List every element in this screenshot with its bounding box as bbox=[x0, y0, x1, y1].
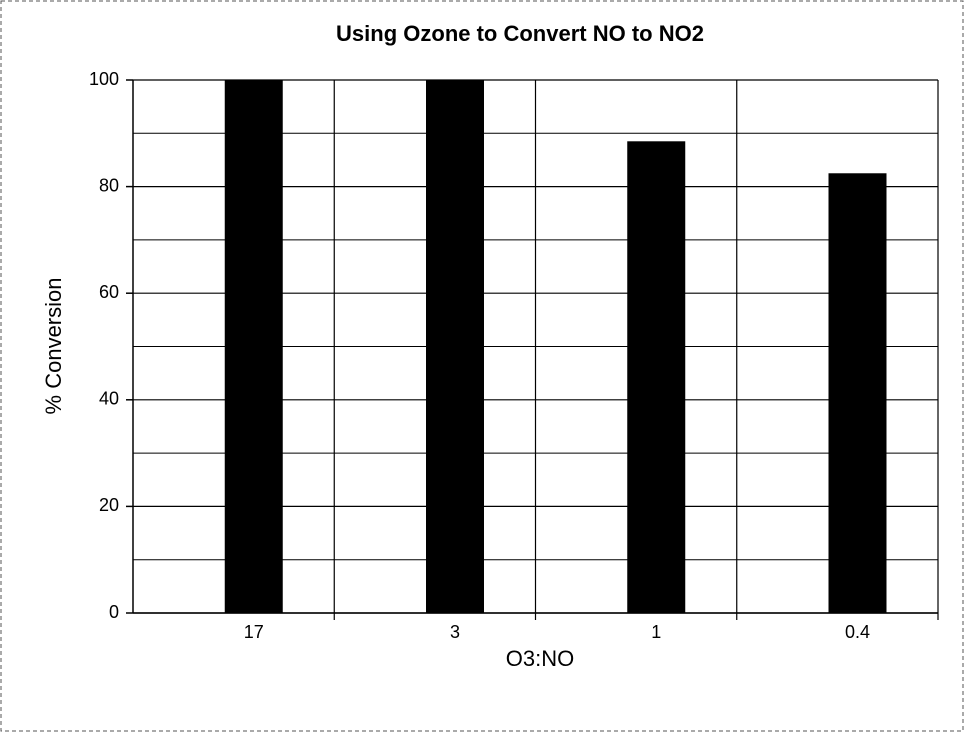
x-tick-label: 1 bbox=[651, 622, 661, 642]
bar bbox=[627, 141, 686, 614]
y-tick-label: 100 bbox=[89, 69, 119, 89]
y-axis-label: % Conversion bbox=[41, 278, 66, 415]
y-tick-label: 80 bbox=[99, 175, 119, 195]
y-tick-label: 0 bbox=[109, 602, 119, 622]
bar bbox=[828, 173, 887, 613]
x-tick-label: 17 bbox=[244, 622, 264, 642]
bar bbox=[426, 80, 484, 613]
x-tick-label: 0.4 bbox=[845, 622, 870, 642]
x-axis-label: O3:NO bbox=[506, 646, 574, 671]
chart-title: Using Ozone to Convert NO to NO2 bbox=[336, 21, 704, 46]
y-tick-label: 40 bbox=[99, 389, 119, 409]
x-tick-label: 3 bbox=[450, 622, 460, 642]
bar bbox=[224, 80, 283, 613]
y-tick-label: 20 bbox=[99, 495, 119, 515]
y-tick-label: 60 bbox=[99, 282, 119, 302]
